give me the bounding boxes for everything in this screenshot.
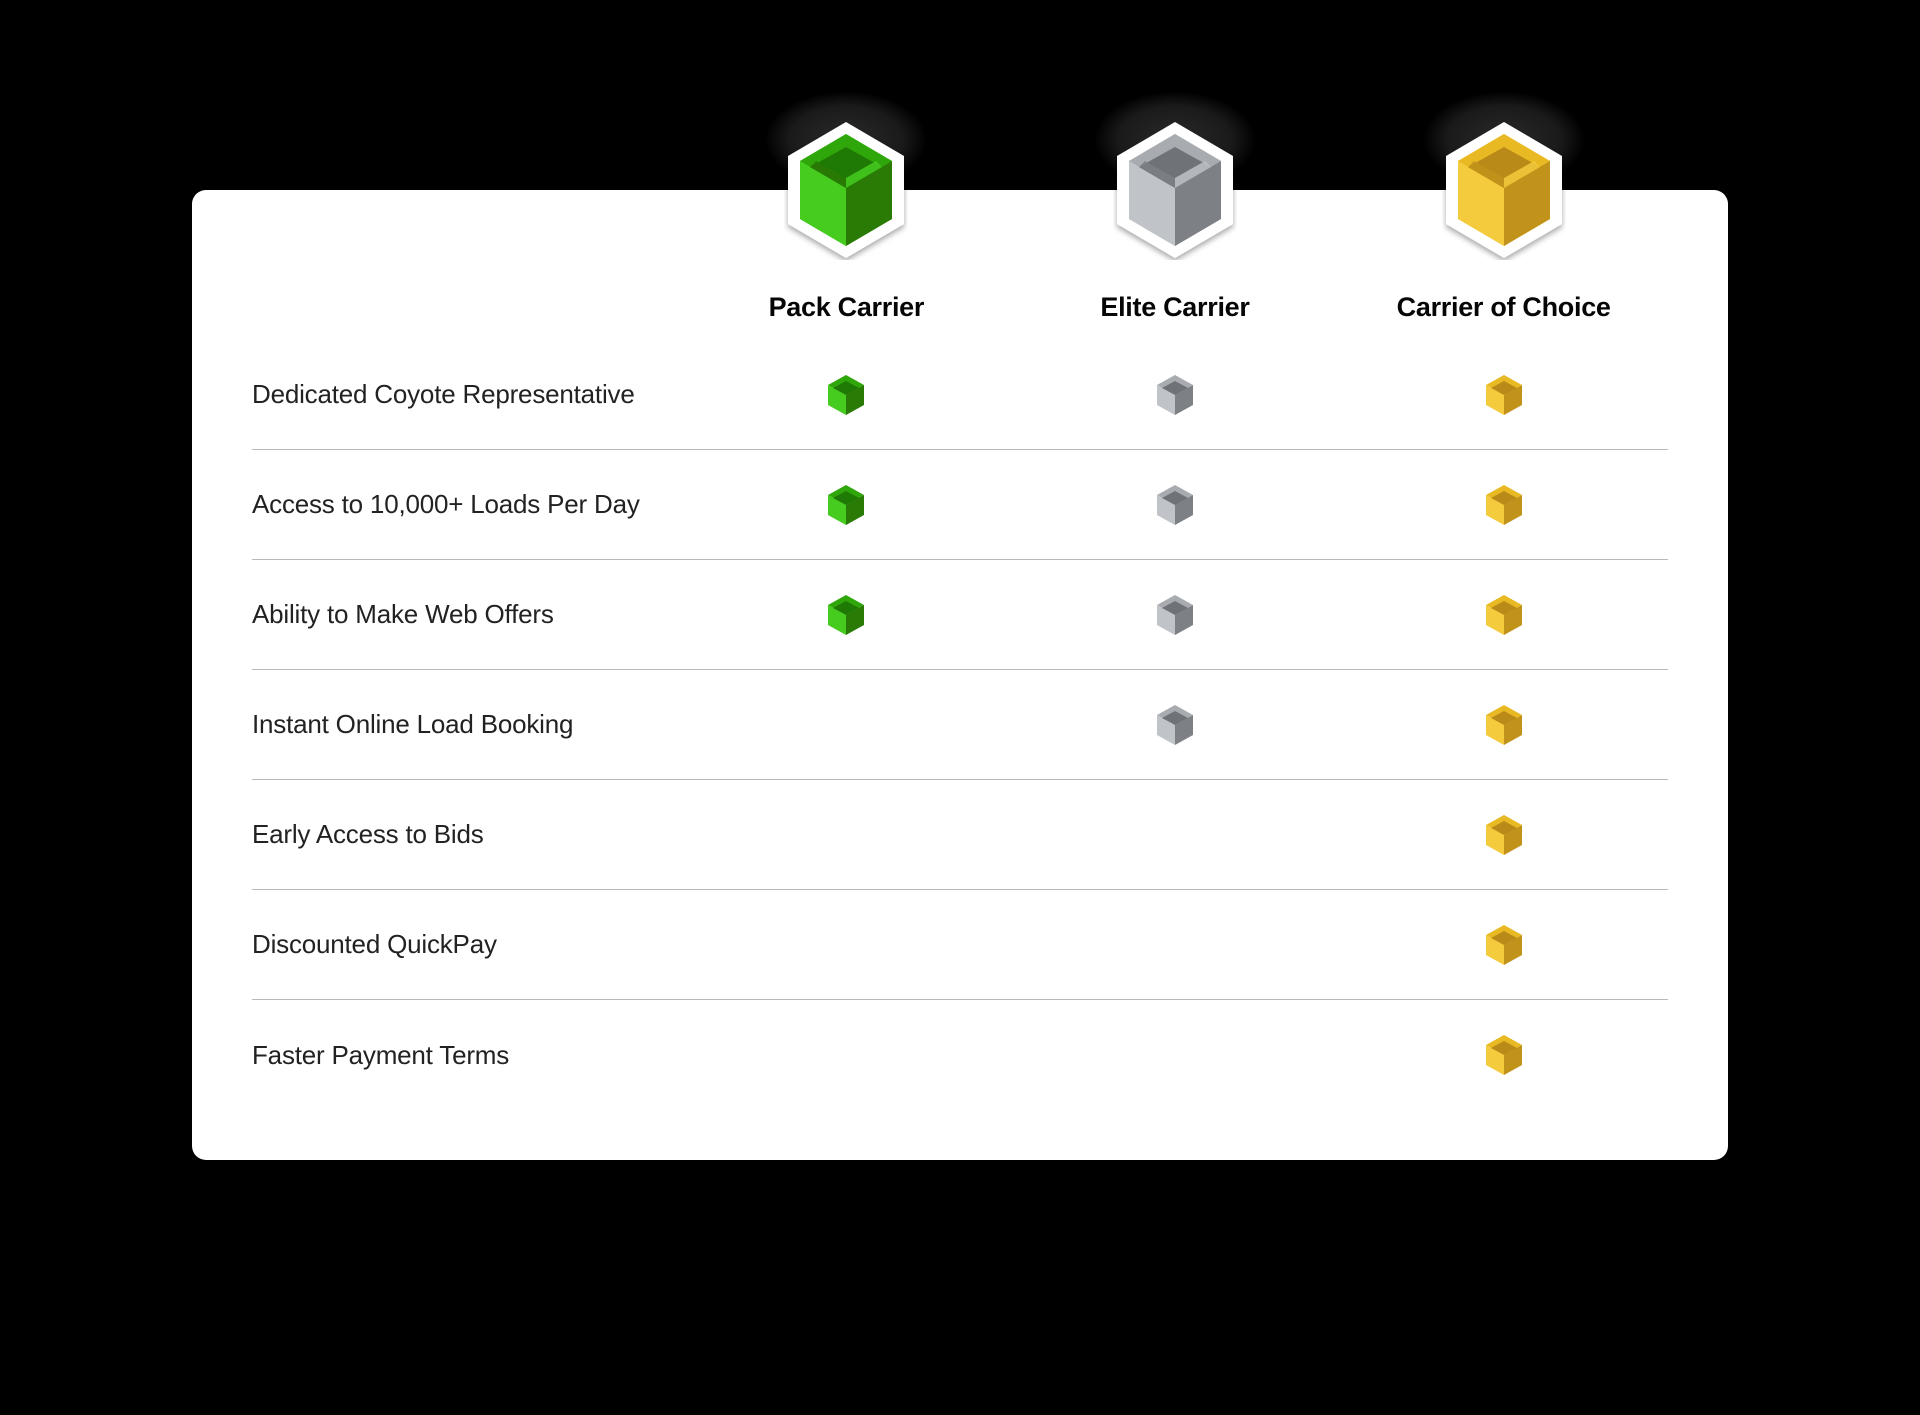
- feature-row: Discounted QuickPay: [252, 890, 1668, 1000]
- cube-icon: [1484, 813, 1524, 857]
- feature-label: Dedicated Coyote Representative: [252, 379, 682, 410]
- feature-label: Ability to Make Web Offers: [252, 599, 682, 630]
- feature-cell-elite: [1011, 483, 1340, 527]
- cube-icon: [1155, 483, 1195, 527]
- tier-badge-elite: Elite Carrier: [1011, 120, 1340, 323]
- cube-icon: [1484, 593, 1524, 637]
- feature-label: Discounted QuickPay: [252, 929, 682, 960]
- tier-badges-row: Pack Carrier Elite Carrier: [192, 120, 1728, 323]
- comparison-card: Pack Carrier Elite Carrier: [192, 190, 1728, 1160]
- cube-icon: [826, 373, 866, 417]
- feature-cell-choice: [1339, 593, 1668, 637]
- feature-cell-pack: [682, 483, 1011, 527]
- tier-label-elite: Elite Carrier: [1100, 292, 1249, 323]
- feature-row: Instant Online Load Booking: [252, 670, 1668, 780]
- badges-spacer: [252, 120, 682, 323]
- feature-row: Access to 10,000+ Loads Per Day: [252, 450, 1668, 560]
- feature-cell-elite: [1011, 593, 1340, 637]
- feature-cell-choice: [1339, 1033, 1668, 1077]
- cube-icon: [1484, 923, 1524, 967]
- feature-row: Dedicated Coyote Representative: [252, 340, 1668, 450]
- feature-row: Faster Payment Terms: [252, 1000, 1668, 1110]
- hex-badge-pack: [784, 120, 908, 260]
- feature-label: Faster Payment Terms: [252, 1040, 682, 1071]
- tier-badge-choice: Carrier of Choice: [1339, 120, 1668, 323]
- feature-cell-elite: [1011, 373, 1340, 417]
- tier-label-pack: Pack Carrier: [769, 292, 925, 323]
- feature-label: Instant Online Load Booking: [252, 709, 682, 740]
- feature-label: Early Access to Bids: [252, 819, 682, 850]
- cube-icon: [1484, 483, 1524, 527]
- hex-badge-choice: [1442, 120, 1566, 260]
- feature-cell-choice: [1339, 813, 1668, 857]
- cube-icon: [1155, 593, 1195, 637]
- feature-row: Early Access to Bids: [252, 780, 1668, 890]
- feature-label: Access to 10,000+ Loads Per Day: [252, 489, 682, 520]
- hex-badge-elite: [1113, 120, 1237, 260]
- cube-icon: [1484, 373, 1524, 417]
- cube-icon: [826, 483, 866, 527]
- feature-cell-elite: [1011, 703, 1340, 747]
- tier-label-choice: Carrier of Choice: [1397, 292, 1611, 323]
- feature-cell-choice: [1339, 703, 1668, 747]
- tier-badge-pack: Pack Carrier: [682, 120, 1011, 323]
- feature-cell-pack: [682, 593, 1011, 637]
- feature-cell-choice: [1339, 373, 1668, 417]
- cube-icon: [1155, 703, 1195, 747]
- comparison-stage: Pack Carrier Elite Carrier: [192, 0, 1728, 1160]
- cube-icon: [1484, 1033, 1524, 1077]
- feature-cell-choice: [1339, 483, 1668, 527]
- cube-icon: [826, 593, 866, 637]
- feature-row: Ability to Make Web Offers: [252, 560, 1668, 670]
- feature-cell-choice: [1339, 923, 1668, 967]
- feature-rows: Dedicated Coyote Representative Access t…: [252, 340, 1668, 1110]
- cube-icon: [1484, 703, 1524, 747]
- feature-cell-pack: [682, 373, 1011, 417]
- cube-icon: [1155, 373, 1195, 417]
